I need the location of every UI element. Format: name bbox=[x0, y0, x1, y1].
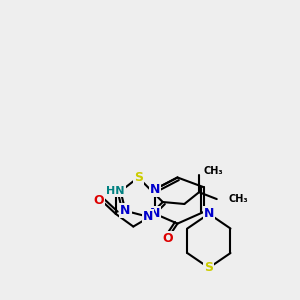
Text: S: S bbox=[204, 261, 213, 274]
Text: CH₃: CH₃ bbox=[229, 194, 248, 204]
Text: N: N bbox=[150, 183, 160, 196]
Text: N: N bbox=[204, 207, 214, 220]
Text: HN: HN bbox=[106, 186, 125, 196]
Text: N: N bbox=[143, 210, 153, 223]
Text: O: O bbox=[162, 232, 173, 245]
Text: CH₃: CH₃ bbox=[203, 166, 223, 176]
Text: S: S bbox=[134, 171, 143, 184]
Text: N: N bbox=[150, 207, 160, 220]
Text: O: O bbox=[94, 194, 104, 207]
Text: N: N bbox=[120, 204, 131, 218]
